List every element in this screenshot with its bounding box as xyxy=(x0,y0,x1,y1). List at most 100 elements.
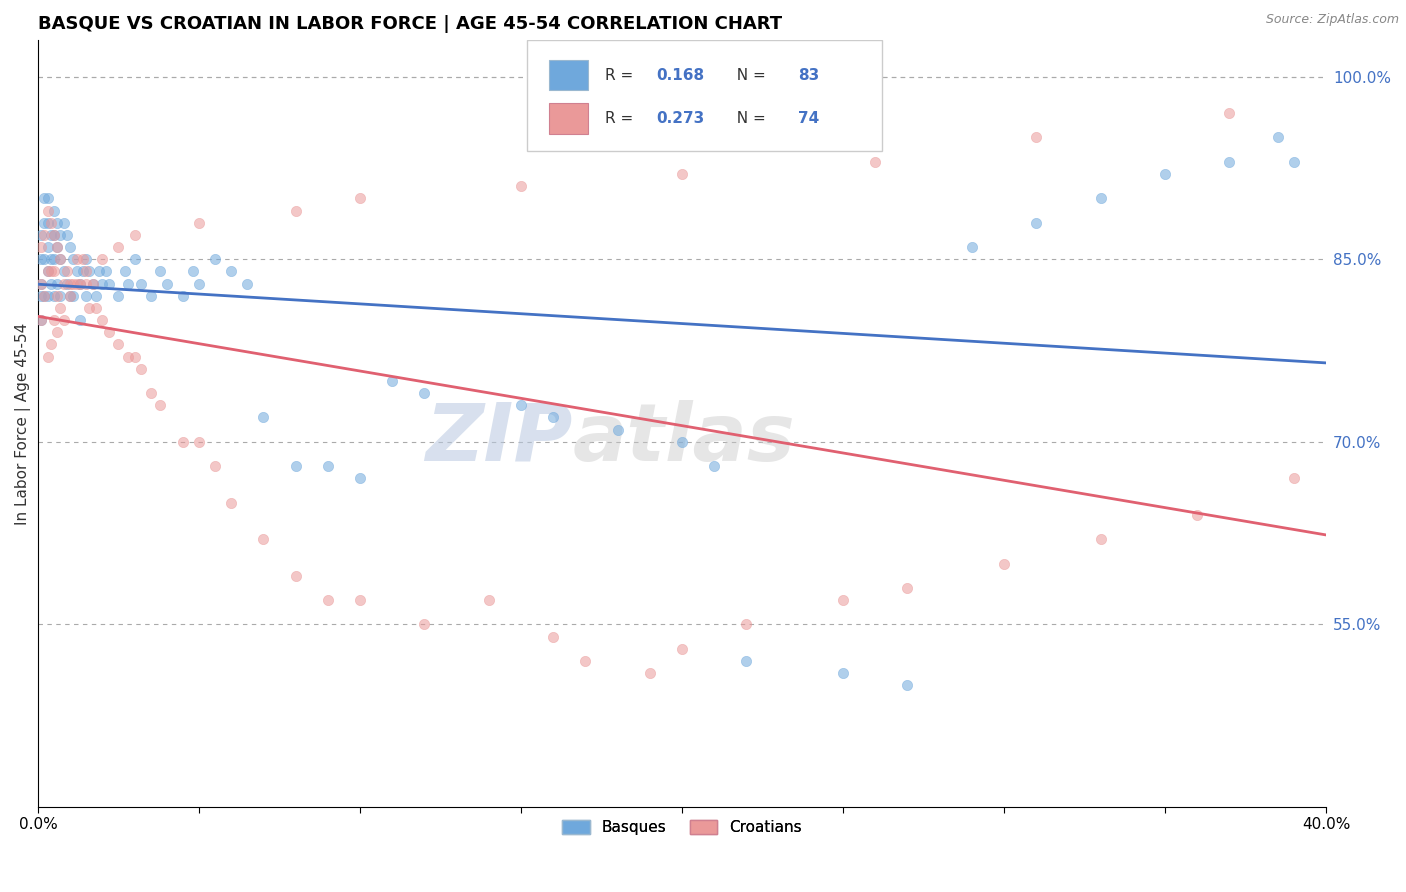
Point xyxy=(75,264,97,278)
Point xyxy=(832,666,855,681)
Point xyxy=(1025,216,1047,230)
Point xyxy=(91,313,114,327)
Point xyxy=(149,398,172,412)
Point xyxy=(188,277,211,291)
Point xyxy=(37,350,59,364)
Point xyxy=(30,313,52,327)
Point xyxy=(37,264,59,278)
Point xyxy=(114,264,136,278)
Point xyxy=(34,289,56,303)
Text: R =: R = xyxy=(605,111,638,126)
Point xyxy=(42,264,65,278)
Point xyxy=(1282,471,1305,485)
Point xyxy=(181,264,204,278)
Point xyxy=(69,277,91,291)
Point xyxy=(30,313,52,327)
Point xyxy=(703,459,725,474)
Point xyxy=(124,227,146,242)
Point xyxy=(316,459,339,474)
Point xyxy=(219,264,242,278)
Point xyxy=(413,617,436,632)
Point xyxy=(172,434,194,449)
Point xyxy=(284,459,307,474)
Text: N =: N = xyxy=(727,68,770,82)
Point xyxy=(107,240,129,254)
Point xyxy=(1218,106,1240,120)
Point xyxy=(46,216,69,230)
Point xyxy=(34,216,56,230)
Point xyxy=(52,264,75,278)
Point xyxy=(37,264,59,278)
Point xyxy=(574,654,596,668)
Point xyxy=(62,252,84,267)
Point xyxy=(510,179,533,194)
Point xyxy=(37,289,59,303)
Point xyxy=(124,350,146,364)
Point xyxy=(30,289,52,303)
Point xyxy=(42,227,65,242)
Point xyxy=(89,264,111,278)
Text: 0.273: 0.273 xyxy=(657,111,704,126)
Point xyxy=(188,216,211,230)
Point xyxy=(34,289,56,303)
Point xyxy=(72,264,94,278)
Point xyxy=(42,252,65,267)
Point xyxy=(56,264,79,278)
Point xyxy=(349,593,371,607)
Point xyxy=(1282,154,1305,169)
Point xyxy=(284,568,307,582)
Point xyxy=(735,617,758,632)
FancyBboxPatch shape xyxy=(550,60,588,90)
Point xyxy=(139,386,162,401)
Point xyxy=(107,337,129,351)
Point xyxy=(49,252,72,267)
Point xyxy=(39,227,62,242)
Point xyxy=(993,557,1015,571)
Point xyxy=(1025,130,1047,145)
Point xyxy=(37,191,59,205)
Point xyxy=(39,337,62,351)
Point xyxy=(510,398,533,412)
Point xyxy=(62,277,84,291)
Point xyxy=(638,666,661,681)
Point xyxy=(541,630,564,644)
Point xyxy=(349,471,371,485)
Point xyxy=(124,252,146,267)
Point xyxy=(1090,532,1112,546)
Point xyxy=(52,313,75,327)
Point xyxy=(188,434,211,449)
Point xyxy=(316,593,339,607)
Point xyxy=(82,277,104,291)
Point xyxy=(84,289,107,303)
Point xyxy=(252,410,274,425)
Point xyxy=(75,289,97,303)
Point xyxy=(39,252,62,267)
Point xyxy=(42,203,65,218)
Point xyxy=(478,593,501,607)
Text: 0.168: 0.168 xyxy=(657,68,704,82)
Point xyxy=(156,277,179,291)
Point xyxy=(97,325,120,339)
Point xyxy=(1267,130,1289,145)
Point xyxy=(832,593,855,607)
Point xyxy=(84,301,107,315)
Text: BASQUE VS CROATIAN IN LABOR FORCE | AGE 45-54 CORRELATION CHART: BASQUE VS CROATIAN IN LABOR FORCE | AGE … xyxy=(38,15,782,33)
Point xyxy=(37,240,59,254)
Point xyxy=(896,678,918,692)
Point xyxy=(30,277,52,291)
Point xyxy=(204,252,226,267)
Point xyxy=(606,423,628,437)
Legend: Basques, Croatians: Basques, Croatians xyxy=(555,814,808,841)
Point xyxy=(284,203,307,218)
Point xyxy=(735,654,758,668)
Point xyxy=(37,216,59,230)
Point xyxy=(49,227,72,242)
Point xyxy=(59,240,82,254)
Point xyxy=(49,252,72,267)
Point xyxy=(129,361,152,376)
Point xyxy=(65,264,87,278)
Point xyxy=(863,154,886,169)
Point xyxy=(1154,167,1177,181)
Point xyxy=(69,313,91,327)
Point xyxy=(34,191,56,205)
